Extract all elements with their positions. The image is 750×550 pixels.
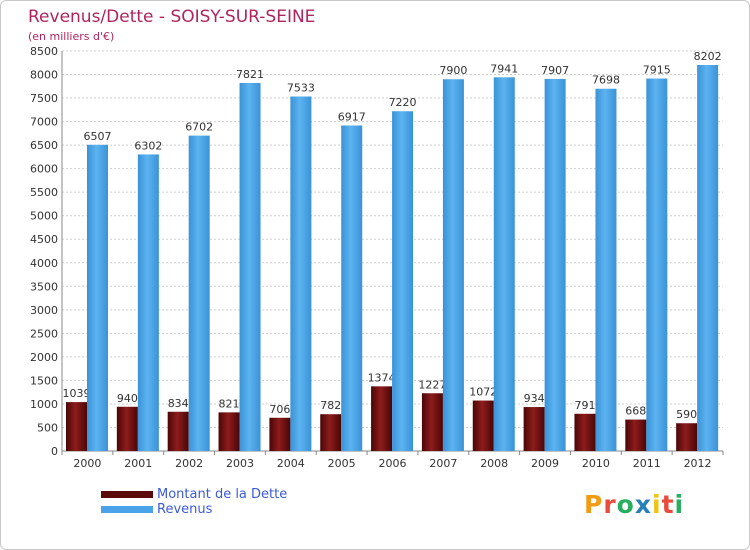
chart-subtitle: (en milliers d'€)	[28, 30, 115, 43]
data-label-dette-2003: 821	[219, 397, 240, 410]
logo-letter: i	[674, 490, 685, 519]
data-label-revenus-2001: 6302	[134, 139, 162, 152]
bar-revenus-2007	[442, 79, 464, 451]
bar-revenus-2002	[188, 135, 210, 452]
data-label-dette-2009: 934	[524, 392, 545, 405]
x-tick-label-2001: 2001	[124, 457, 152, 470]
proxiti-logo: Proxiti	[584, 490, 684, 519]
y-tick-label-1000: 1000	[30, 398, 58, 411]
y-tick-label-0: 0	[51, 445, 58, 458]
data-label-revenus-2005: 6917	[338, 110, 366, 123]
x-tick-label-2007: 2007	[429, 457, 457, 470]
bar-dette-2011	[625, 419, 647, 451]
y-tick-label-4000: 4000	[30, 257, 58, 270]
data-label-revenus-2008: 7941	[490, 62, 518, 75]
bar-dette-2006	[371, 386, 393, 451]
bar-dette-2002	[167, 411, 189, 451]
legend-label-revenus: Revenus	[157, 502, 213, 517]
y-tick-label-3000: 3000	[30, 304, 58, 317]
logo-letter: P	[584, 490, 604, 519]
x-tick-label-2012: 2012	[684, 457, 712, 470]
data-label-dette-2000: 1039	[63, 387, 91, 400]
x-tick-label-2011: 2011	[633, 457, 661, 470]
y-tick-label-2500: 2500	[30, 327, 58, 340]
logo-letter: i	[652, 490, 662, 519]
x-tick-label-2009: 2009	[531, 457, 559, 470]
y-tick-label-7000: 7000	[30, 116, 58, 129]
logo-letter: o	[616, 490, 635, 519]
bar-revenus-2011	[646, 78, 668, 451]
bar-revenus-2000	[87, 144, 108, 451]
data-label-dette-2012: 590	[676, 408, 697, 421]
y-tick-label-6000: 6000	[30, 163, 58, 176]
y-tick-label-4500: 4500	[30, 233, 58, 246]
data-label-revenus-2003: 7821	[236, 68, 264, 81]
bar-dette-2012	[676, 423, 698, 451]
data-label-revenus-2002: 6702	[185, 121, 213, 134]
data-label-dette-2004: 706	[269, 403, 290, 416]
y-tick-label-8500: 8500	[30, 45, 58, 58]
x-tick-label-2008: 2008	[480, 457, 508, 470]
bar-dette-2008	[472, 400, 494, 451]
bar-revenus-2008	[493, 77, 515, 452]
x-tick-label-2002: 2002	[175, 457, 203, 470]
logo-letter: x	[634, 490, 652, 519]
data-label-revenus-2009: 7907	[541, 64, 569, 77]
bar-revenus-2003	[239, 82, 261, 451]
data-label-dette-2006: 1374	[368, 371, 396, 384]
x-tick-label-2010: 2010	[582, 457, 610, 470]
legend-label-dette: Montant de la Dette	[157, 487, 288, 502]
data-label-revenus-2006: 7220	[389, 96, 417, 109]
x-tick-label-2006: 2006	[379, 457, 407, 470]
x-tick-label-2000: 2000	[73, 457, 101, 470]
bar-dette-2007	[421, 393, 443, 451]
x-tick-label-2004: 2004	[277, 457, 305, 470]
y-tick-label-3500: 3500	[30, 280, 58, 293]
bar-revenus-2001	[137, 154, 159, 451]
data-label-revenus-2011: 7915	[643, 64, 671, 77]
bar-revenus-2006	[392, 111, 414, 451]
data-label-dette-2005: 782	[320, 399, 341, 412]
bar-dette-2003	[218, 412, 240, 451]
data-label-dette-2008: 1072	[469, 386, 497, 399]
bar-revenus-2005	[341, 125, 363, 452]
bar-dette-2000	[66, 402, 87, 451]
y-tick-label-5500: 5500	[30, 186, 58, 199]
data-label-revenus-2010: 7698	[592, 74, 620, 87]
data-label-dette-2010: 791	[574, 399, 595, 412]
bar-dette-2001	[116, 406, 138, 451]
data-label-dette-2002: 834	[168, 397, 189, 410]
y-tick-label-7500: 7500	[30, 92, 58, 105]
data-label-revenus-2000: 6507	[84, 130, 112, 143]
y-tick-label-6500: 6500	[30, 139, 58, 152]
bar-dette-2004	[269, 417, 291, 451]
x-tick-label-2003: 2003	[226, 457, 254, 470]
data-label-revenus-2007: 7900	[439, 64, 467, 77]
data-label-dette-2007: 1227	[418, 378, 446, 391]
y-tick-label-8000: 8000	[30, 69, 58, 82]
legend-swatch-revenus	[101, 506, 153, 513]
data-label-revenus-2012: 8202	[694, 50, 722, 63]
logo-letter: r	[603, 490, 617, 519]
bar-revenus-2010	[595, 88, 617, 451]
bar-dette-2005	[320, 414, 342, 451]
legend-swatch-dette	[101, 491, 153, 498]
y-tick-label-5000: 5000	[30, 210, 58, 223]
data-label-dette-2001: 940	[117, 392, 138, 405]
y-tick-label-500: 500	[37, 421, 58, 434]
bar-revenus-2009	[544, 78, 566, 451]
bar-revenus-2004	[290, 96, 312, 451]
bar-dette-2010	[574, 413, 596, 451]
data-label-dette-2011: 668	[625, 405, 646, 418]
logo-letter: t	[661, 490, 675, 519]
y-tick-label-2000: 2000	[30, 351, 58, 364]
data-label-revenus-2004: 7533	[287, 82, 315, 95]
x-tick-label-2005: 2005	[328, 457, 356, 470]
y-tick-label-1500: 1500	[30, 374, 58, 387]
bar-revenus-2012	[697, 65, 719, 451]
chart-title: Revenus/Dette - SOISY-SUR-SEINE	[28, 7, 316, 27]
bar-dette-2009	[523, 407, 545, 451]
